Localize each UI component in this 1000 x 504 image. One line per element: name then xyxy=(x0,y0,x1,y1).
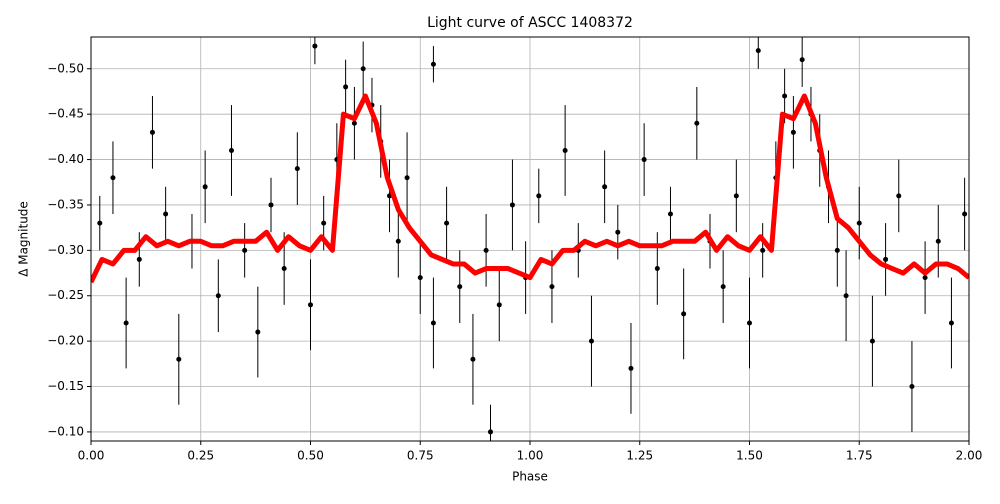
data-point xyxy=(281,266,287,272)
y-tick-label: −0.10 xyxy=(47,424,84,438)
data-point xyxy=(430,61,436,67)
data-point xyxy=(922,275,928,281)
x-tick-label: 1.50 xyxy=(736,449,763,463)
data-point xyxy=(747,320,752,326)
data-point xyxy=(755,48,761,54)
data-point xyxy=(149,129,155,135)
data-point xyxy=(869,338,875,344)
y-tick-label: −0.40 xyxy=(47,152,84,166)
x-tick-label: 0.50 xyxy=(297,449,324,463)
data-point xyxy=(417,275,423,281)
y-tick-label: −0.30 xyxy=(47,243,84,257)
data-point xyxy=(215,293,221,299)
x-tick-label: 1.25 xyxy=(626,449,653,463)
y-tick-label: −0.15 xyxy=(47,379,84,393)
data-point xyxy=(834,247,840,253)
data-point xyxy=(308,302,313,308)
y-tick-label: −0.20 xyxy=(47,334,84,348)
data-point xyxy=(457,284,463,290)
y-axis-label: Δ Magnitude xyxy=(17,201,31,277)
y-tick-label: −0.45 xyxy=(47,107,84,121)
data-point xyxy=(720,284,726,290)
data-point xyxy=(312,43,318,49)
data-point xyxy=(909,384,915,390)
y-tick-label: −0.50 xyxy=(47,61,84,75)
data-point xyxy=(163,211,169,217)
data-point xyxy=(294,166,300,172)
x-tick-label: 0.00 xyxy=(78,449,105,463)
data-point xyxy=(628,365,634,371)
data-point xyxy=(681,311,687,317)
data-point xyxy=(228,147,234,153)
data-point xyxy=(782,93,788,99)
axes-frame xyxy=(90,36,970,442)
model-curve xyxy=(91,93,969,284)
data-point xyxy=(948,320,954,326)
data-point xyxy=(667,211,673,217)
data-point xyxy=(588,338,594,344)
data-point xyxy=(883,256,889,262)
x-tick-label: 2.00 xyxy=(956,449,983,463)
data-point xyxy=(602,184,608,190)
data-point xyxy=(549,284,555,290)
data-point xyxy=(351,120,357,126)
data-point xyxy=(896,193,902,199)
data-point xyxy=(360,66,366,72)
data-point xyxy=(962,211,968,217)
data-point xyxy=(799,57,805,63)
data-point xyxy=(404,175,410,181)
y-tick-label: −0.25 xyxy=(47,288,84,302)
data-point xyxy=(176,356,182,362)
x-tick-label: 0.25 xyxy=(187,449,214,463)
plot-area xyxy=(91,37,969,441)
x-tick-label: 0.75 xyxy=(407,449,434,463)
data-point xyxy=(641,157,647,163)
data-point xyxy=(536,193,542,199)
data-point xyxy=(123,320,129,326)
data-point xyxy=(430,320,436,326)
data-point xyxy=(395,238,401,244)
data-point xyxy=(760,247,766,253)
data-point xyxy=(935,238,941,244)
data-point xyxy=(790,129,796,135)
y-tick-label: −0.35 xyxy=(47,197,84,211)
data-point xyxy=(444,220,450,226)
data-point xyxy=(255,329,261,335)
data-point xyxy=(268,202,274,208)
data-point xyxy=(496,302,502,308)
data-point xyxy=(136,256,142,262)
x-tick-label: 1.75 xyxy=(846,449,873,463)
data-point xyxy=(110,175,116,181)
data-point xyxy=(856,220,862,226)
data-point xyxy=(343,84,349,90)
data-point xyxy=(242,247,248,253)
data-point xyxy=(487,429,493,435)
data-point xyxy=(562,147,568,153)
data-point xyxy=(733,193,739,199)
data-point xyxy=(694,120,700,126)
data-point xyxy=(843,293,849,299)
data-point xyxy=(483,247,489,253)
data-point xyxy=(654,266,660,272)
data-point xyxy=(470,356,476,362)
chart-title: Light curve of ASCC 1408372 xyxy=(427,15,633,31)
data-point xyxy=(321,220,327,226)
x-axis-label: Phase xyxy=(512,470,548,484)
data-point xyxy=(202,184,208,190)
data-point xyxy=(509,202,515,208)
x-tick-label: 1.00 xyxy=(517,449,544,463)
data-point xyxy=(615,229,621,235)
data-point xyxy=(97,220,103,226)
